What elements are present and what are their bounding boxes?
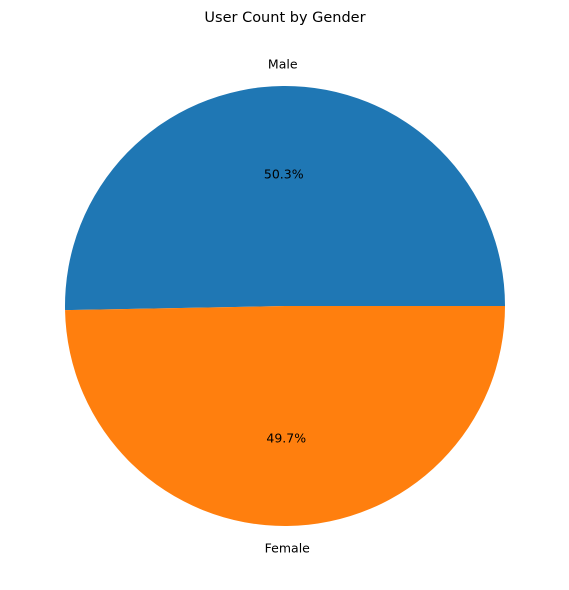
pie-slice-female bbox=[65, 306, 505, 527]
pie-labels: Male 50.3% Female 49.7% bbox=[264, 57, 310, 556]
pct-label-female: 49.7% bbox=[266, 430, 306, 445]
chart-title: User Count by Gender bbox=[204, 10, 365, 26]
pie-slices bbox=[65, 86, 505, 527]
slice-label-female: Female bbox=[265, 540, 311, 555]
slice-label-male: Male bbox=[268, 57, 298, 72]
pct-label-male: 50.3% bbox=[264, 167, 304, 182]
pie-slice-male bbox=[65, 86, 505, 311]
